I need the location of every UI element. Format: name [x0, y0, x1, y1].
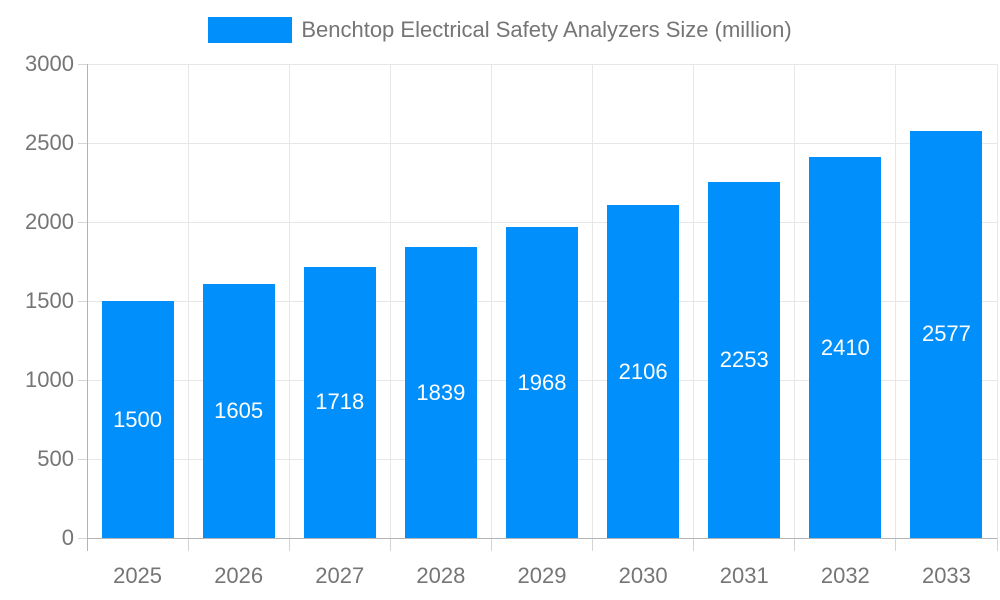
y-tick-label: 1000 — [25, 367, 74, 392]
legend-item[interactable]: Benchtop Electrical Safety Analyzers Siz… — [0, 17, 1000, 43]
legend-swatch — [208, 17, 293, 43]
v-gridline — [288, 64, 290, 538]
bar-value-label: 1968 — [517, 369, 567, 395]
bar-value-label: 1500 — [113, 406, 163, 432]
v-gridline — [895, 64, 897, 538]
bar[interactable]: 1718 — [303, 266, 376, 538]
h-gridline — [87, 63, 997, 65]
legend-label: Benchtop Electrical Safety Analyzers Siz… — [301, 17, 792, 42]
x-tick-label: 2029 — [517, 563, 567, 588]
v-gridline — [693, 64, 695, 538]
bar[interactable]: 2410 — [809, 157, 882, 538]
bar-value-label: 2106 — [618, 358, 668, 384]
y-tick — [78, 537, 87, 539]
bar-value-label: 1839 — [416, 379, 466, 405]
h-gridline — [87, 142, 997, 144]
x-tick-label: 2025 — [113, 563, 163, 588]
bar-value-label: 2577 — [921, 321, 971, 347]
x-tick-label: 2032 — [820, 563, 870, 588]
v-gridline — [490, 64, 492, 538]
y-tick — [78, 221, 87, 223]
bar[interactable]: 2253 — [708, 182, 781, 538]
x-tick-label: 2026 — [214, 563, 264, 588]
bar[interactable]: 2106 — [607, 205, 680, 538]
bar[interactable]: 2577 — [910, 130, 983, 538]
y-tick-label: 1500 — [25, 288, 74, 313]
x-tick — [187, 538, 189, 551]
bar[interactable]: 1500 — [101, 301, 174, 538]
bar-value-label: 1718 — [315, 389, 365, 415]
bar-value-label: 1605 — [214, 398, 264, 424]
x-tick — [490, 538, 492, 551]
x-tick — [895, 538, 897, 551]
x-tick-label: 2027 — [315, 563, 365, 588]
v-gridline — [592, 64, 594, 538]
y-tick — [78, 379, 87, 381]
x-tick — [693, 538, 695, 551]
x-tick-label: 2031 — [719, 563, 769, 588]
v-gridline — [794, 64, 796, 538]
x-tick — [288, 538, 290, 551]
bar[interactable]: 1605 — [202, 284, 275, 538]
y-tick — [78, 300, 87, 302]
x-tick-label: 2030 — [618, 563, 668, 588]
x-tick — [996, 538, 998, 551]
bar[interactable]: 1968 — [506, 227, 578, 538]
y-tick-label: 500 — [37, 446, 74, 471]
x-tick — [794, 538, 796, 551]
y-tick — [78, 458, 87, 460]
y-tick-label: 2500 — [25, 130, 74, 155]
bar-value-label: 2410 — [820, 334, 870, 360]
x-tick — [389, 538, 391, 551]
x-tick — [592, 538, 594, 551]
y-tick-label: 0 — [61, 525, 74, 550]
y-tick-label: 2000 — [25, 209, 74, 234]
x-tick-label: 2033 — [921, 563, 971, 588]
bar[interactable]: 1839 — [404, 247, 477, 538]
y-tick-label: 3000 — [25, 51, 74, 76]
x-tick-label: 2028 — [416, 563, 466, 588]
v-gridline — [187, 64, 189, 538]
y-tick — [78, 63, 87, 65]
h-gridline — [87, 221, 997, 223]
bar-value-label: 2253 — [719, 347, 769, 372]
v-gridline — [389, 64, 391, 538]
x-axis-line — [87, 537, 997, 539]
v-gridline — [996, 64, 998, 538]
y-axis-line — [86, 64, 88, 551]
y-tick — [78, 142, 87, 144]
